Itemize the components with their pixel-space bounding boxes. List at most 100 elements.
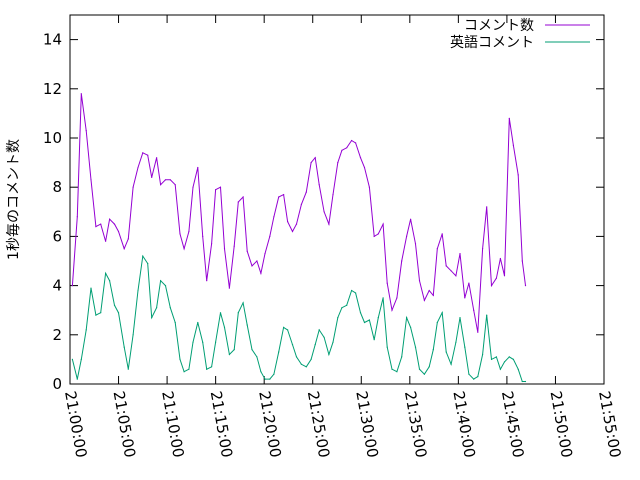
data-point [323, 211, 325, 213]
data-point [455, 341, 457, 343]
data-point [246, 324, 248, 326]
data-point [278, 351, 280, 353]
data-point [512, 358, 515, 360]
data-point [418, 280, 421, 282]
data-point [328, 353, 330, 356]
data-point [391, 368, 393, 370]
data-point [341, 149, 343, 151]
data-point [436, 248, 438, 250]
data-point [147, 154, 149, 156]
data-point [76, 378, 78, 380]
x-tick-label: 21:00:00 [61, 390, 90, 459]
data-point [396, 371, 398, 373]
data-point [251, 265, 253, 267]
data-point [423, 373, 425, 375]
data-point [85, 329, 87, 331]
data-point [287, 329, 289, 331]
data-point [418, 368, 421, 370]
data-point [332, 341, 334, 343]
x-tick-label: 21:35:00 [401, 390, 430, 459]
data-point [328, 223, 330, 225]
data-point [273, 373, 275, 375]
y-tick-label: 8 [52, 178, 62, 196]
data-point [147, 262, 149, 265]
series-layer [71, 93, 527, 383]
data-point [256, 356, 258, 358]
data-point [251, 349, 253, 351]
data-point [211, 243, 213, 245]
data-point [109, 218, 111, 220]
data-point [368, 319, 370, 321]
data-point [260, 371, 262, 373]
data-point [100, 312, 102, 314]
data-point [450, 363, 452, 365]
data-point [137, 289, 139, 292]
data-point [386, 282, 388, 284]
data-point [432, 349, 434, 351]
plot-frame [69, 14, 605, 385]
data-point [71, 285, 73, 287]
data-point [71, 358, 73, 360]
data-point [237, 312, 239, 314]
data-point [197, 321, 199, 324]
data-point [368, 186, 370, 188]
data-point [499, 257, 501, 260]
data-point [490, 358, 493, 360]
data-point [283, 326, 285, 328]
series-1 [71, 93, 527, 333]
y-tick-label: 6 [52, 227, 62, 245]
data-point [351, 289, 353, 292]
data-point [396, 297, 398, 299]
data-point [242, 302, 244, 304]
data-point [441, 312, 443, 314]
data-point [127, 238, 129, 240]
data-point [142, 255, 144, 257]
data-point [90, 287, 92, 289]
data-point [211, 366, 213, 368]
data-point [450, 270, 452, 272]
plot-border [69, 14, 605, 385]
data-point [503, 275, 506, 277]
data-point [495, 277, 497, 279]
data-point [215, 341, 217, 343]
data-point [283, 194, 285, 196]
data-point [423, 299, 425, 301]
data-point [473, 309, 475, 311]
y-tick-label: 2 [52, 326, 62, 344]
data-point [455, 275, 457, 277]
y-axis-label: 1秒毎のコメント数 [6, 139, 22, 260]
data-point [428, 366, 430, 368]
data-point [132, 334, 134, 336]
data-point [346, 147, 348, 149]
data-point [132, 186, 134, 188]
data-point [503, 361, 506, 363]
data-point [406, 317, 408, 319]
data-point [373, 235, 375, 237]
data-point [237, 201, 239, 203]
data-point [233, 245, 235, 247]
data-point [382, 297, 384, 299]
data-point [273, 216, 275, 218]
data-point [123, 248, 125, 250]
data-point [441, 233, 443, 235]
data-point [219, 186, 222, 188]
y-tick-label: 12 [43, 80, 62, 98]
data-point [401, 260, 403, 262]
x-tick-label: 21:25:00 [304, 390, 333, 459]
data-point [355, 142, 357, 144]
data-point [318, 329, 320, 331]
x-tick-label: 21:45:00 [498, 390, 527, 459]
data-point [346, 304, 348, 306]
data-point [223, 326, 226, 328]
data-point [499, 368, 501, 370]
data-point [188, 368, 190, 370]
data-point [482, 248, 484, 250]
data-point [269, 235, 271, 237]
data-point [314, 157, 316, 159]
data-point [151, 317, 153, 319]
data-point [524, 380, 527, 383]
data-point [109, 280, 111, 282]
data-point [406, 235, 408, 237]
data-point [410, 218, 412, 220]
